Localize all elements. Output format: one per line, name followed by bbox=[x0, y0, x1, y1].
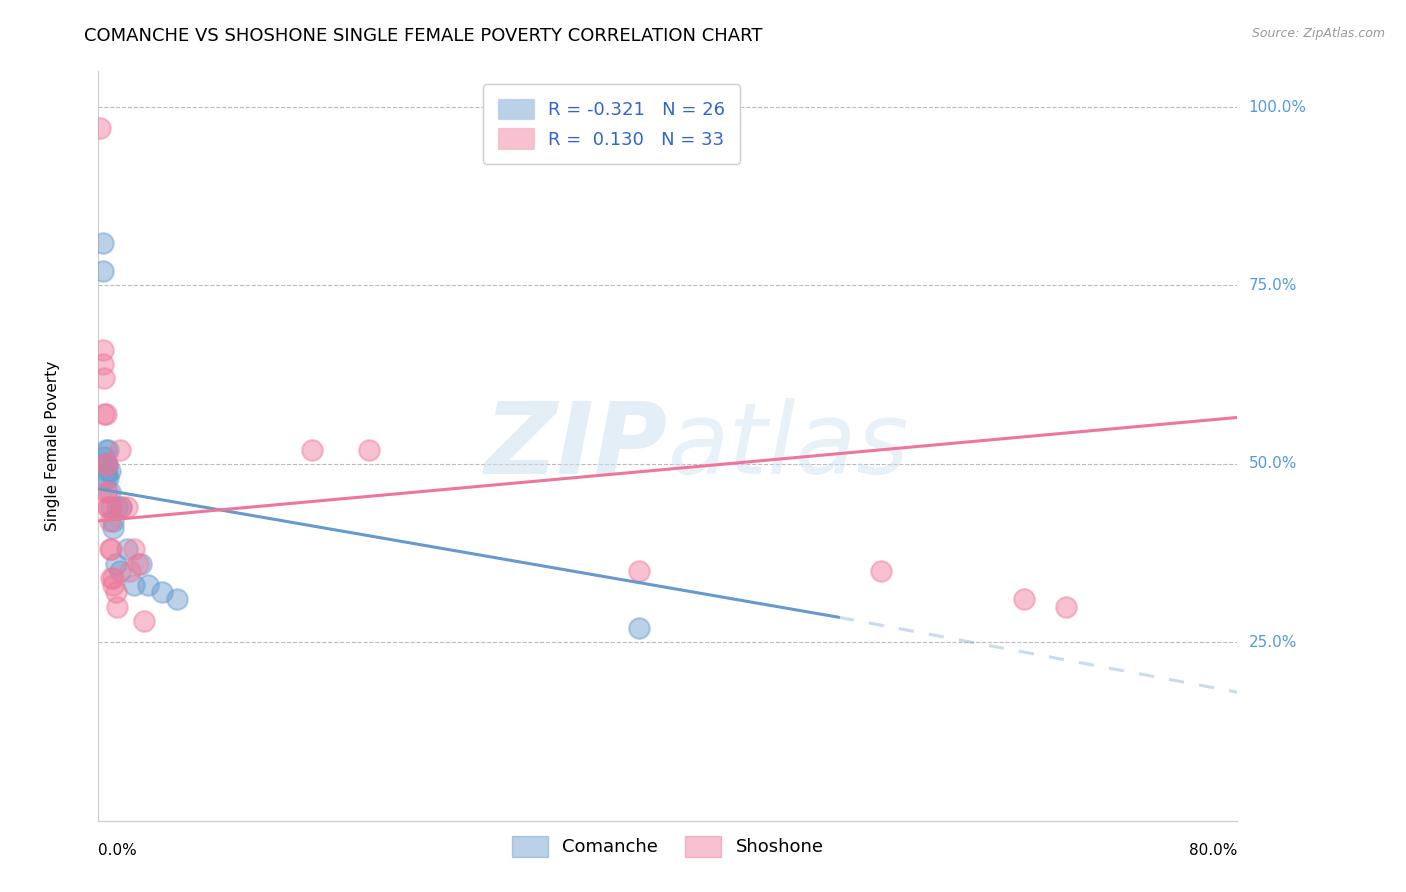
Text: COMANCHE VS SHOSHONE SINGLE FEMALE POVERTY CORRELATION CHART: COMANCHE VS SHOSHONE SINGLE FEMALE POVER… bbox=[84, 27, 763, 45]
Point bbox=[127, 557, 149, 571]
Point bbox=[91, 235, 114, 250]
Point bbox=[105, 599, 128, 614]
Point bbox=[97, 471, 120, 485]
Point bbox=[98, 464, 121, 478]
Point bbox=[96, 457, 118, 471]
Point bbox=[870, 564, 893, 578]
Point bbox=[122, 578, 145, 592]
Point bbox=[166, 592, 188, 607]
Point bbox=[96, 485, 118, 500]
Point bbox=[104, 585, 127, 599]
Point bbox=[115, 500, 138, 514]
Point bbox=[91, 343, 114, 357]
Point bbox=[93, 450, 115, 464]
Point bbox=[108, 564, 131, 578]
Point bbox=[98, 542, 121, 557]
Point bbox=[97, 500, 120, 514]
Point bbox=[628, 621, 651, 635]
Point bbox=[96, 464, 118, 478]
Point bbox=[132, 614, 155, 628]
Point bbox=[122, 542, 145, 557]
Point bbox=[110, 500, 132, 514]
Point bbox=[94, 442, 117, 457]
Point bbox=[1056, 599, 1078, 614]
Point bbox=[108, 442, 131, 457]
Text: ZIP: ZIP bbox=[485, 398, 668, 494]
Point bbox=[101, 578, 124, 592]
Point bbox=[98, 514, 121, 528]
Point bbox=[357, 442, 380, 457]
Point bbox=[97, 500, 120, 514]
Text: Source: ZipAtlas.com: Source: ZipAtlas.com bbox=[1251, 27, 1385, 40]
Point bbox=[101, 521, 124, 535]
Point bbox=[94, 485, 117, 500]
Point bbox=[98, 485, 121, 500]
Point bbox=[628, 564, 651, 578]
Text: 75.0%: 75.0% bbox=[1249, 278, 1296, 293]
Point bbox=[93, 371, 115, 385]
Legend: Comanche, Shoshone: Comanche, Shoshone bbox=[505, 829, 831, 864]
Point bbox=[94, 471, 117, 485]
Point bbox=[301, 442, 323, 457]
Point bbox=[93, 407, 115, 421]
Point bbox=[100, 500, 122, 514]
Point bbox=[97, 442, 120, 457]
Point bbox=[94, 407, 117, 421]
Point bbox=[100, 571, 122, 585]
Point bbox=[1012, 592, 1035, 607]
Text: 80.0%: 80.0% bbox=[1189, 843, 1237, 858]
Text: atlas: atlas bbox=[668, 398, 910, 494]
Text: 25.0%: 25.0% bbox=[1249, 635, 1296, 649]
Point bbox=[118, 564, 141, 578]
Point bbox=[129, 557, 152, 571]
Point bbox=[110, 500, 132, 514]
Text: 0.0%: 0.0% bbox=[98, 843, 138, 858]
Point bbox=[115, 542, 138, 557]
Point bbox=[105, 500, 128, 514]
Point bbox=[104, 557, 127, 571]
Point bbox=[91, 357, 114, 371]
Text: Single Female Poverty: Single Female Poverty bbox=[45, 361, 60, 531]
Point bbox=[100, 542, 122, 557]
Point bbox=[94, 457, 117, 471]
Point bbox=[94, 457, 117, 471]
Point bbox=[89, 121, 111, 136]
Text: 50.0%: 50.0% bbox=[1249, 457, 1296, 471]
Point bbox=[101, 571, 124, 585]
Point bbox=[96, 457, 118, 471]
Point bbox=[152, 585, 174, 599]
Point bbox=[91, 264, 114, 278]
Text: 100.0%: 100.0% bbox=[1249, 100, 1306, 114]
Point bbox=[136, 578, 159, 592]
Point bbox=[101, 514, 124, 528]
